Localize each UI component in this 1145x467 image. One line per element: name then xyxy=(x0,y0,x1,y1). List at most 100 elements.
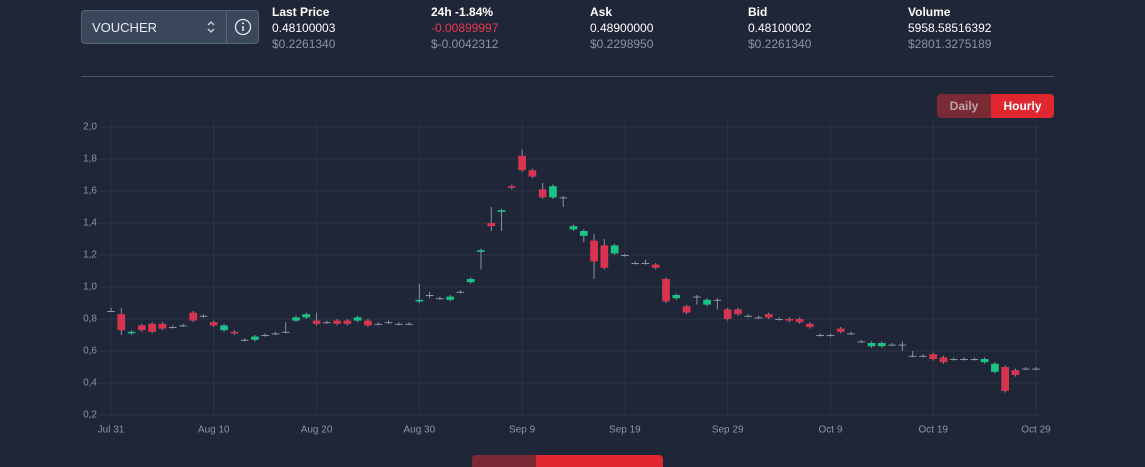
y-tick-label: 1,6 xyxy=(83,186,97,197)
stat-usd: $2801.3275189 xyxy=(908,37,992,51)
candle-body xyxy=(230,331,239,334)
candle-body xyxy=(826,335,835,336)
candle-body xyxy=(374,323,383,325)
candle-body xyxy=(549,186,557,198)
candle-body xyxy=(641,263,650,264)
candle-body xyxy=(384,322,393,324)
candle-body xyxy=(980,359,989,363)
candle-body xyxy=(322,322,331,324)
candle-body xyxy=(209,322,218,326)
candle-body xyxy=(579,231,588,236)
candle-body xyxy=(528,170,537,177)
candle-body xyxy=(148,323,156,332)
x-tick-label: Sep 9 xyxy=(509,425,536,436)
candle-body xyxy=(991,363,999,372)
stat-last: Last Price 0.48100003 $0.2261340 xyxy=(272,4,335,52)
candle-body xyxy=(436,298,444,300)
candle-body xyxy=(651,264,660,268)
stat-usd: $0.2261340 xyxy=(748,37,812,51)
y-tick-label: 0,4 xyxy=(83,378,97,389)
candle-body xyxy=(415,299,424,302)
candle-body xyxy=(466,279,475,283)
candle-body xyxy=(343,320,352,324)
stat-value: 0.48900000 xyxy=(590,21,654,35)
y-tick-label: 0,6 xyxy=(83,346,97,357)
candle-body xyxy=(240,339,249,341)
candle-body xyxy=(333,320,341,324)
candle-body xyxy=(939,357,948,363)
candle-body xyxy=(713,299,722,301)
candle-body xyxy=(1001,367,1010,391)
hourly-button[interactable]: Hourly xyxy=(991,94,1054,118)
x-tick-label: Sep 29 xyxy=(712,425,744,436)
x-tick-label: Oct 19 xyxy=(918,425,948,436)
candle-body xyxy=(158,323,167,329)
stat-value: -0.00899997 xyxy=(431,21,499,35)
candle-body xyxy=(271,333,280,335)
candle-body xyxy=(970,359,979,360)
candle-body xyxy=(949,359,958,360)
candle-body xyxy=(456,291,465,293)
candle-body xyxy=(168,327,177,328)
candle-body xyxy=(908,355,917,357)
candle-body xyxy=(877,343,886,347)
candle-body xyxy=(703,299,711,305)
y-tick-label: 0,2 xyxy=(83,410,97,421)
candle-body xyxy=(1032,368,1040,370)
y-tick-label: 2,0 xyxy=(83,122,97,133)
candle-body xyxy=(518,155,526,171)
stat-ask: Ask 0.48900000 $0.2298950 xyxy=(590,4,653,52)
candle-body xyxy=(764,314,773,318)
candle-body xyxy=(754,317,763,319)
candle-body xyxy=(631,263,640,264)
candle-body xyxy=(137,325,146,331)
candle-body xyxy=(929,354,938,359)
candle-body xyxy=(610,245,619,254)
info-icon[interactable] xyxy=(234,18,252,36)
candle-body xyxy=(785,319,794,321)
candle-body xyxy=(312,320,321,324)
candle-body xyxy=(682,306,691,313)
candle-body xyxy=(292,317,300,321)
candle-body xyxy=(251,336,259,340)
candle-body xyxy=(220,325,228,331)
stat-label: Bid xyxy=(748,5,768,19)
candle-body xyxy=(816,335,825,336)
candle-body xyxy=(261,335,270,336)
candle-body xyxy=(806,323,814,327)
candle-body xyxy=(898,344,907,346)
candle-body xyxy=(836,328,845,332)
stat-label: Ask xyxy=(590,5,613,19)
stat-usd: $-0.0042312 xyxy=(431,37,499,51)
candle-body xyxy=(302,314,311,318)
candle-body xyxy=(569,226,578,230)
candle-body xyxy=(189,312,198,321)
candle-body xyxy=(507,186,516,188)
candle-body xyxy=(734,309,742,315)
candle-body xyxy=(117,314,126,331)
candle-body xyxy=(600,245,609,268)
candle-body xyxy=(857,341,866,343)
candle-body xyxy=(888,344,896,346)
stat-usd: $0.2261340 xyxy=(272,37,336,51)
daily-button[interactable]: Daily xyxy=(937,94,991,118)
candle-body xyxy=(559,197,568,199)
divider xyxy=(81,76,1054,77)
candle-body xyxy=(281,331,290,333)
stat-label: 24h xyxy=(431,5,452,19)
y-tick-label: 1,2 xyxy=(83,250,97,261)
candle-body xyxy=(867,343,876,347)
candle-body xyxy=(425,295,434,296)
candle-body xyxy=(1011,370,1020,375)
candle-body xyxy=(775,319,783,320)
candle-body xyxy=(353,317,362,321)
candle-body xyxy=(672,295,681,299)
stat-value: 0.48100002 xyxy=(748,21,812,35)
stat-24h: 24h -1.84% -0.00899997 $-0.0042312 xyxy=(431,4,498,52)
candle-body xyxy=(107,311,115,312)
x-tick-label: Sep 19 xyxy=(609,425,641,436)
stat-value: 0.48100003 xyxy=(272,21,336,35)
pair-select[interactable]: VOUCHER xyxy=(81,10,259,44)
